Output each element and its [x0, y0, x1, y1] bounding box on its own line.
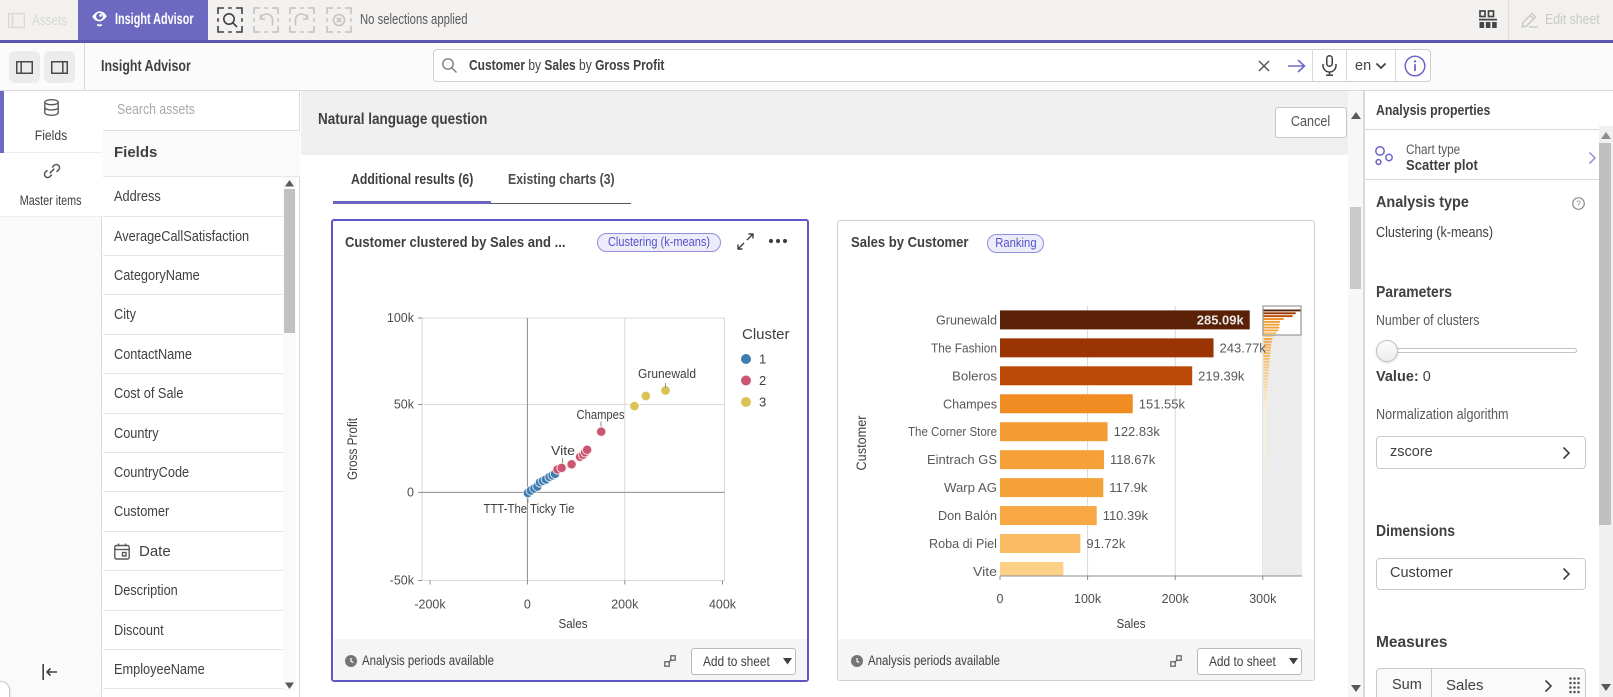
svg-text:117.9k: 117.9k	[1109, 480, 1148, 495]
svg-text:Champes: Champes	[943, 396, 997, 411]
svg-text:Don Balón: Don Balón	[938, 508, 997, 523]
svg-text:TTT-The Ticky Tie: TTT-The Ticky Tie	[484, 502, 575, 516]
svg-text:200k: 200k	[1162, 592, 1190, 606]
svg-text:285.09k: 285.09k	[1197, 312, 1245, 327]
svg-text:Roba di Piel: Roba di Piel	[929, 536, 997, 551]
svg-text:400k: 400k	[709, 598, 737, 612]
svg-text:Sales: Sales	[559, 616, 588, 631]
svg-text:?: ?	[1576, 199, 1581, 209]
svg-text:50k: 50k	[394, 398, 415, 412]
svg-text:200k: 200k	[611, 598, 639, 612]
svg-text:Warp AG: Warp AG	[944, 480, 997, 495]
svg-text:The Fashion: The Fashion	[931, 340, 997, 355]
svg-text:Grunewald: Grunewald	[638, 367, 696, 381]
svg-text:100k: 100k	[1074, 592, 1102, 606]
svg-text:100k: 100k	[387, 311, 415, 325]
svg-text:The Corner Store: The Corner Store	[908, 424, 997, 439]
svg-text:151.55k: 151.55k	[1139, 396, 1186, 411]
svg-text:Sales: Sales	[1117, 616, 1146, 631]
svg-text:91.72k: 91.72k	[1086, 536, 1126, 551]
svg-text:3: 3	[759, 395, 766, 410]
svg-text:Customer: Customer	[854, 415, 869, 470]
svg-text:243.77k: 243.77k	[1220, 340, 1267, 355]
svg-text:-50k: -50k	[390, 574, 415, 588]
svg-text:118.67k: 118.67k	[1110, 452, 1156, 467]
svg-text:Vite: Vite	[551, 444, 575, 458]
svg-text:Vite: Vite	[973, 564, 997, 579]
svg-text:0: 0	[407, 485, 414, 499]
svg-text:Gross Profit: Gross Profit	[345, 418, 360, 480]
svg-text:Cluster: Cluster	[742, 326, 790, 343]
svg-text:219.39k: 219.39k	[1198, 368, 1245, 383]
svg-text:-200k: -200k	[414, 598, 446, 612]
svg-text:0: 0	[524, 598, 531, 612]
svg-text:122.83k: 122.83k	[1114, 424, 1161, 439]
svg-text:Eintrach GS: Eintrach GS	[927, 452, 997, 467]
svg-text:2: 2	[759, 373, 766, 388]
svg-text:Champes: Champes	[577, 408, 625, 422]
svg-text:110.39k: 110.39k	[1103, 508, 1149, 523]
svg-text:300k: 300k	[1249, 592, 1277, 606]
svg-text:1: 1	[759, 352, 766, 367]
svg-text:Boleros: Boleros	[952, 368, 998, 383]
svg-text:0: 0	[997, 592, 1004, 606]
svg-text:Grunewald: Grunewald	[936, 312, 997, 327]
